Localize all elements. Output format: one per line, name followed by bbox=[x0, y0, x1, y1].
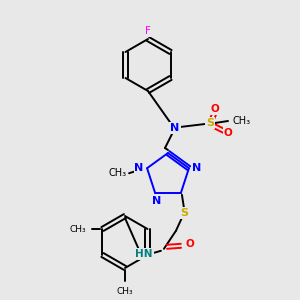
Text: S: S bbox=[206, 118, 214, 128]
Text: N: N bbox=[170, 123, 180, 133]
Text: CH₃: CH₃ bbox=[69, 224, 86, 233]
Text: F: F bbox=[145, 26, 151, 36]
Text: CH₃: CH₃ bbox=[233, 116, 251, 126]
Text: CH₃: CH₃ bbox=[117, 287, 133, 296]
Text: HN: HN bbox=[135, 249, 153, 259]
Text: CH₃: CH₃ bbox=[108, 168, 126, 178]
Text: N: N bbox=[192, 163, 202, 173]
Text: O: O bbox=[211, 104, 219, 114]
Text: N: N bbox=[152, 196, 162, 206]
Text: O: O bbox=[186, 239, 194, 249]
Text: N: N bbox=[134, 163, 144, 173]
Text: O: O bbox=[224, 128, 232, 138]
Text: S: S bbox=[180, 208, 188, 218]
